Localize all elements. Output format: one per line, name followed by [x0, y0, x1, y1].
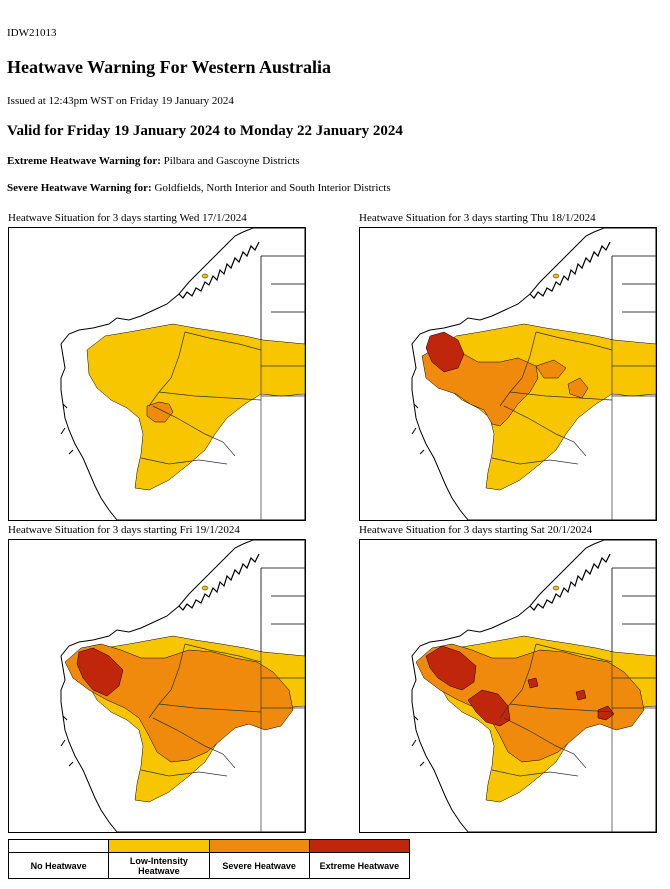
kimberley-coast — [178, 553, 260, 611]
west-coast-detail — [60, 715, 74, 767]
legend-swatch-no-heatwave — [9, 840, 109, 853]
legend-label-no-heatwave: No Heatwave — [30, 860, 87, 871]
map-canvas — [60, 540, 305, 832]
district-boundary — [509, 391, 613, 401]
map-title-4: Heatwave Situation for 3 days starting S… — [359, 524, 593, 536]
district-boundary — [503, 717, 587, 769]
extreme-area — [597, 705, 615, 721]
heatwave-map-4 — [359, 539, 657, 833]
extreme-area — [575, 689, 587, 701]
map-title-2: Heatwave Situation for 3 days starting T… — [359, 212, 596, 224]
district-boundary — [152, 405, 236, 457]
severe-area — [567, 377, 589, 399]
island-marker — [552, 585, 560, 591]
district-boundary — [499, 331, 537, 407]
island-marker — [201, 585, 209, 591]
extreme-area — [425, 645, 477, 691]
legend-swatch-extreme — [309, 840, 409, 853]
kimberley-coast — [529, 241, 611, 299]
district-boundary — [158, 391, 262, 401]
district-boundary — [509, 703, 613, 713]
legend-low-intensity: Low-Intensity Heatwave — [109, 840, 210, 878]
extreme-area — [527, 677, 539, 689]
legend-swatch-severe — [209, 840, 309, 853]
heatwave-legend: No Heatwave Low-Intensity Heatwave Sever… — [8, 839, 410, 879]
severe-warning-areas: Goldfields, North Interior and South Int… — [151, 182, 391, 194]
extreme-warning-areas: Pilbara and Gascoyne Districts — [160, 155, 300, 167]
valid-period: Valid for Friday 19 January 2024 to Mond… — [7, 123, 403, 139]
district-boundary — [535, 331, 613, 351]
legend-no-heatwave: No Heatwave — [9, 840, 110, 878]
extreme-area — [425, 331, 465, 373]
district-boundary — [491, 457, 579, 465]
legend-severe: Severe Heatwave — [209, 840, 310, 878]
district-boundary — [158, 703, 262, 713]
product-id: IDW21013 — [7, 27, 57, 39]
kimberley-coast — [529, 553, 611, 611]
heatwave-map-3 — [8, 539, 306, 833]
severe-area — [535, 359, 567, 379]
district-boundary — [503, 405, 587, 457]
island-marker — [552, 273, 560, 279]
map-canvas — [411, 540, 656, 832]
legend-extreme: Extreme Heatwave — [309, 840, 409, 878]
kimberley-coast — [178, 241, 260, 299]
extreme-area — [467, 689, 511, 727]
extreme-area — [76, 647, 124, 697]
district-boundary — [184, 331, 262, 351]
legend-swatch-low-intensity — [109, 840, 209, 853]
heatwave-map-2 — [359, 227, 657, 521]
low-intensity-area — [86, 323, 305, 491]
state-border — [260, 255, 305, 340]
west-coast-detail — [60, 403, 74, 455]
district-boundary — [148, 331, 186, 407]
map-title-3: Heatwave Situation for 3 days starting F… — [8, 524, 240, 536]
west-coast-detail — [411, 403, 425, 455]
map-canvas — [60, 228, 305, 520]
severe-warning-line: Severe Heatwave Warning for: Goldfields,… — [7, 182, 391, 194]
district-boundary — [499, 643, 537, 719]
extreme-warning-line: Extreme Heatwave Warning for: Pilbara an… — [7, 155, 300, 167]
state-border — [260, 567, 305, 652]
district-boundary — [535, 643, 613, 663]
state-border — [611, 567, 656, 652]
state-border — [611, 255, 656, 340]
map-canvas — [411, 228, 656, 520]
extreme-warning-label: Extreme Heatwave Warning for: — [7, 155, 161, 167]
district-boundary — [491, 769, 579, 777]
district-boundary — [140, 769, 228, 777]
west-coast-detail — [411, 715, 425, 767]
map-title-1: Heatwave Situation for 3 days starting W… — [8, 212, 247, 224]
page-title: Heatwave Warning For Western Australia — [7, 57, 331, 77]
district-boundary — [148, 643, 186, 719]
district-boundary — [140, 457, 228, 465]
legend-label-severe: Severe Heatwave — [222, 860, 296, 871]
district-boundary — [152, 717, 236, 769]
island-marker — [201, 273, 209, 279]
district-boundary — [184, 643, 262, 663]
issued-time: Issued at 12:43pm WST on Friday 19 Janua… — [7, 95, 234, 107]
severe-area — [146, 401, 174, 423]
legend-label-low-intensity: Low-Intensity Heatwave — [129, 855, 188, 876]
legend-label-extreme: Extreme Heatwave — [319, 860, 400, 871]
heatwave-map-1 — [8, 227, 306, 521]
severe-warning-label: Severe Heatwave Warning for: — [7, 182, 152, 194]
